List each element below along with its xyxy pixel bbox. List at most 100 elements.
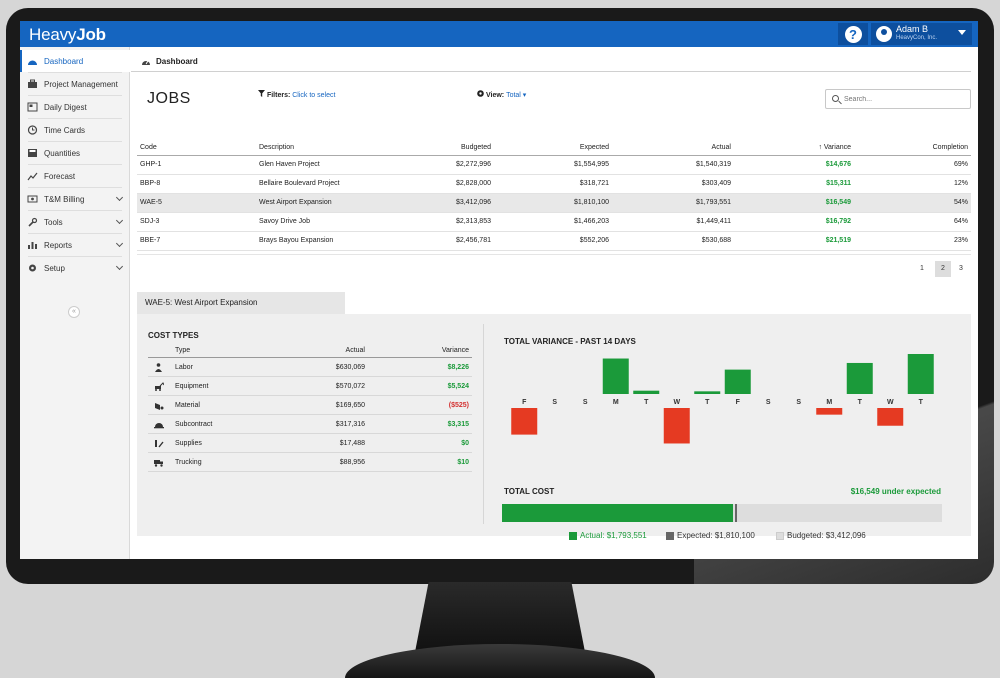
sidebar-item-tools[interactable]: Tools (20, 211, 130, 233)
truck-icon (154, 458, 164, 467)
cost-type-row[interactable]: Trucking $88,956 $10 (148, 453, 472, 472)
variance-day-label: S (583, 399, 588, 406)
view-dropdown[interactable]: Total (506, 92, 521, 99)
cell-budgeted: $2,456,781 (455, 237, 491, 244)
page-1-button[interactable]: 1 (920, 265, 924, 272)
actual-cost-fill (502, 504, 734, 522)
column-header-expected[interactable]: Expected (580, 144, 609, 151)
sidebar-item-dashboard[interactable]: Dashboard (20, 50, 130, 72)
sidebar-item-forecast[interactable]: Forecast (20, 165, 130, 187)
sidebar-collapse-button[interactable]: « (68, 306, 80, 318)
cost-type-row[interactable]: Supplies $17,488 $0 (148, 434, 472, 453)
sidebar-item-label: Reports (44, 240, 73, 250)
column-header-budgeted[interactable]: Budgeted (461, 144, 491, 151)
page-2-button[interactable]: 2 (935, 261, 951, 277)
cell-completion: 69% (953, 161, 968, 168)
cost-type-actual: $630,069 (335, 364, 365, 371)
cost-column-header-variance: Variance (441, 347, 469, 354)
cell-variance: $16,549 (825, 199, 851, 206)
breadcrumb-label[interactable]: Dashboard (156, 57, 198, 66)
variance-bar[interactable] (846, 362, 873, 394)
view-control[interactable]: View: Total ▾ (477, 90, 526, 99)
legend-budgeted-label: Budgeted: (787, 531, 824, 540)
cost-type-variance: ($525) (448, 402, 469, 409)
search-input[interactable] (844, 93, 964, 105)
cell-completion: 12% (953, 180, 968, 187)
legend-actual-label: Actual: (580, 531, 605, 540)
table-row[interactable]: GHP-1 Glen Haven Project $2,272,996 $1,554,… (137, 156, 971, 175)
cost-type-name: Material (175, 402, 200, 409)
column-header-variance[interactable]: ↑ Variance (818, 144, 851, 151)
cell-code: BBE-7 (140, 237, 161, 244)
cost-type-row[interactable]: Subcontract $317,316 $3,315 (148, 415, 472, 434)
user-avatar-icon (876, 26, 892, 42)
legend-actual-swatch (569, 531, 577, 540)
variance-bar[interactable] (724, 369, 751, 394)
variance-bar[interactable] (877, 408, 904, 426)
column-header-label: Expected (579, 144, 609, 151)
filters-link[interactable]: Click to select (292, 92, 336, 99)
sidebar-item-project-management[interactable]: Project Management (20, 73, 130, 95)
sidebar-item-label: Daily Digest (44, 102, 87, 112)
cell-budgeted: $2,272,996 (455, 161, 491, 168)
clock-icon (27, 124, 38, 136)
detail-tab[interactable]: WAE-5: West Airport Expansion (137, 292, 345, 314)
legend-expected-swatch (666, 531, 674, 540)
column-header-code[interactable]: Code (140, 144, 157, 151)
column-header-description[interactable]: Description (259, 144, 294, 151)
cost-type-name: Supplies (175, 440, 202, 447)
table-row[interactable]: BBP-8 Bellaire Boulevard Project $2,828,00… (137, 175, 971, 194)
cell-variance: $15,311 (826, 180, 851, 187)
table-row[interactable]: SDJ-3 Savoy Drive Job $2,313,853 $1,466,203… (137, 213, 971, 232)
cost-type-name: Labor (175, 364, 193, 371)
page-3-button[interactable]: 3 (959, 265, 963, 272)
table-row[interactable]: WAE-5 West Airport Expansion $3,412,096 $1,… (137, 194, 971, 213)
column-header-completion[interactable]: Completion (933, 144, 968, 151)
cell-variance: $21,519 (825, 237, 851, 244)
cost-type-row[interactable]: Material $169,650 ($525) (148, 396, 472, 415)
filter-icon (258, 90, 265, 97)
sidebar-item-daily-digest[interactable]: Daily Digest (20, 96, 130, 118)
cost-type-row[interactable]: Labor $630,069 $8,226 (148, 358, 472, 377)
variance-bar[interactable] (694, 391, 721, 394)
sidebar-item-t-m-billing[interactable]: T&M Billing (20, 188, 130, 210)
cost-type-actual: $570,072 (335, 383, 365, 390)
cost-type-variance: $5,524 (447, 383, 469, 390)
chevron-down-icon (115, 262, 124, 271)
help-button[interactable]: ? (838, 23, 868, 45)
chevron-down-icon (115, 216, 124, 225)
sidebar-item-quantities[interactable]: Quantities (20, 142, 130, 164)
column-header-label: Budgeted (461, 144, 491, 151)
user-menu-button[interactable]: Adam B HeavyCon, Inc. (871, 23, 972, 45)
worker-icon (154, 363, 164, 372)
table-row[interactable]: BBE-7 Brays Bayou Expansion $2,456,781 $552… (137, 232, 971, 251)
variance-day-label: T (919, 399, 924, 406)
sidebar-item-time-cards[interactable]: Time Cards (20, 119, 130, 141)
app-logo[interactable]: HeavyJob (29, 25, 106, 45)
variance-bar[interactable] (663, 408, 690, 444)
column-header-actual[interactable]: Actual (712, 144, 731, 151)
variance-bar[interactable] (907, 354, 934, 394)
sidebar-item-setup[interactable]: Setup (20, 257, 130, 279)
total-cost-title: TOTAL COST (504, 487, 555, 496)
variance-bar[interactable] (816, 408, 843, 415)
cost-type-variance: $3,315 (447, 421, 469, 428)
filters-control[interactable]: Filters: Click to select (258, 90, 335, 99)
sidebar-item-label: Project Management (44, 79, 118, 89)
legend-budgeted-swatch (776, 531, 784, 540)
help-icon: ? (844, 25, 862, 43)
variance-bar[interactable] (602, 358, 629, 394)
cell-expected: $552,206 (579, 237, 609, 244)
variance-day-label: T (644, 399, 649, 406)
cell-description: Savoy Drive Job (259, 218, 310, 225)
search-box[interactable] (825, 89, 971, 109)
cell-code: WAE-5 (140, 199, 162, 206)
cost-type-row[interactable]: Equipment $570,072 $5,524 (148, 377, 472, 396)
sidebar-item-reports[interactable]: Reports (20, 234, 130, 256)
cell-actual: $1,793,551 (695, 199, 731, 206)
variance-bar[interactable] (633, 390, 660, 394)
bar-chart-icon (27, 240, 38, 251)
variance-bar[interactable] (511, 408, 538, 435)
variance-day-label: T (858, 399, 863, 406)
